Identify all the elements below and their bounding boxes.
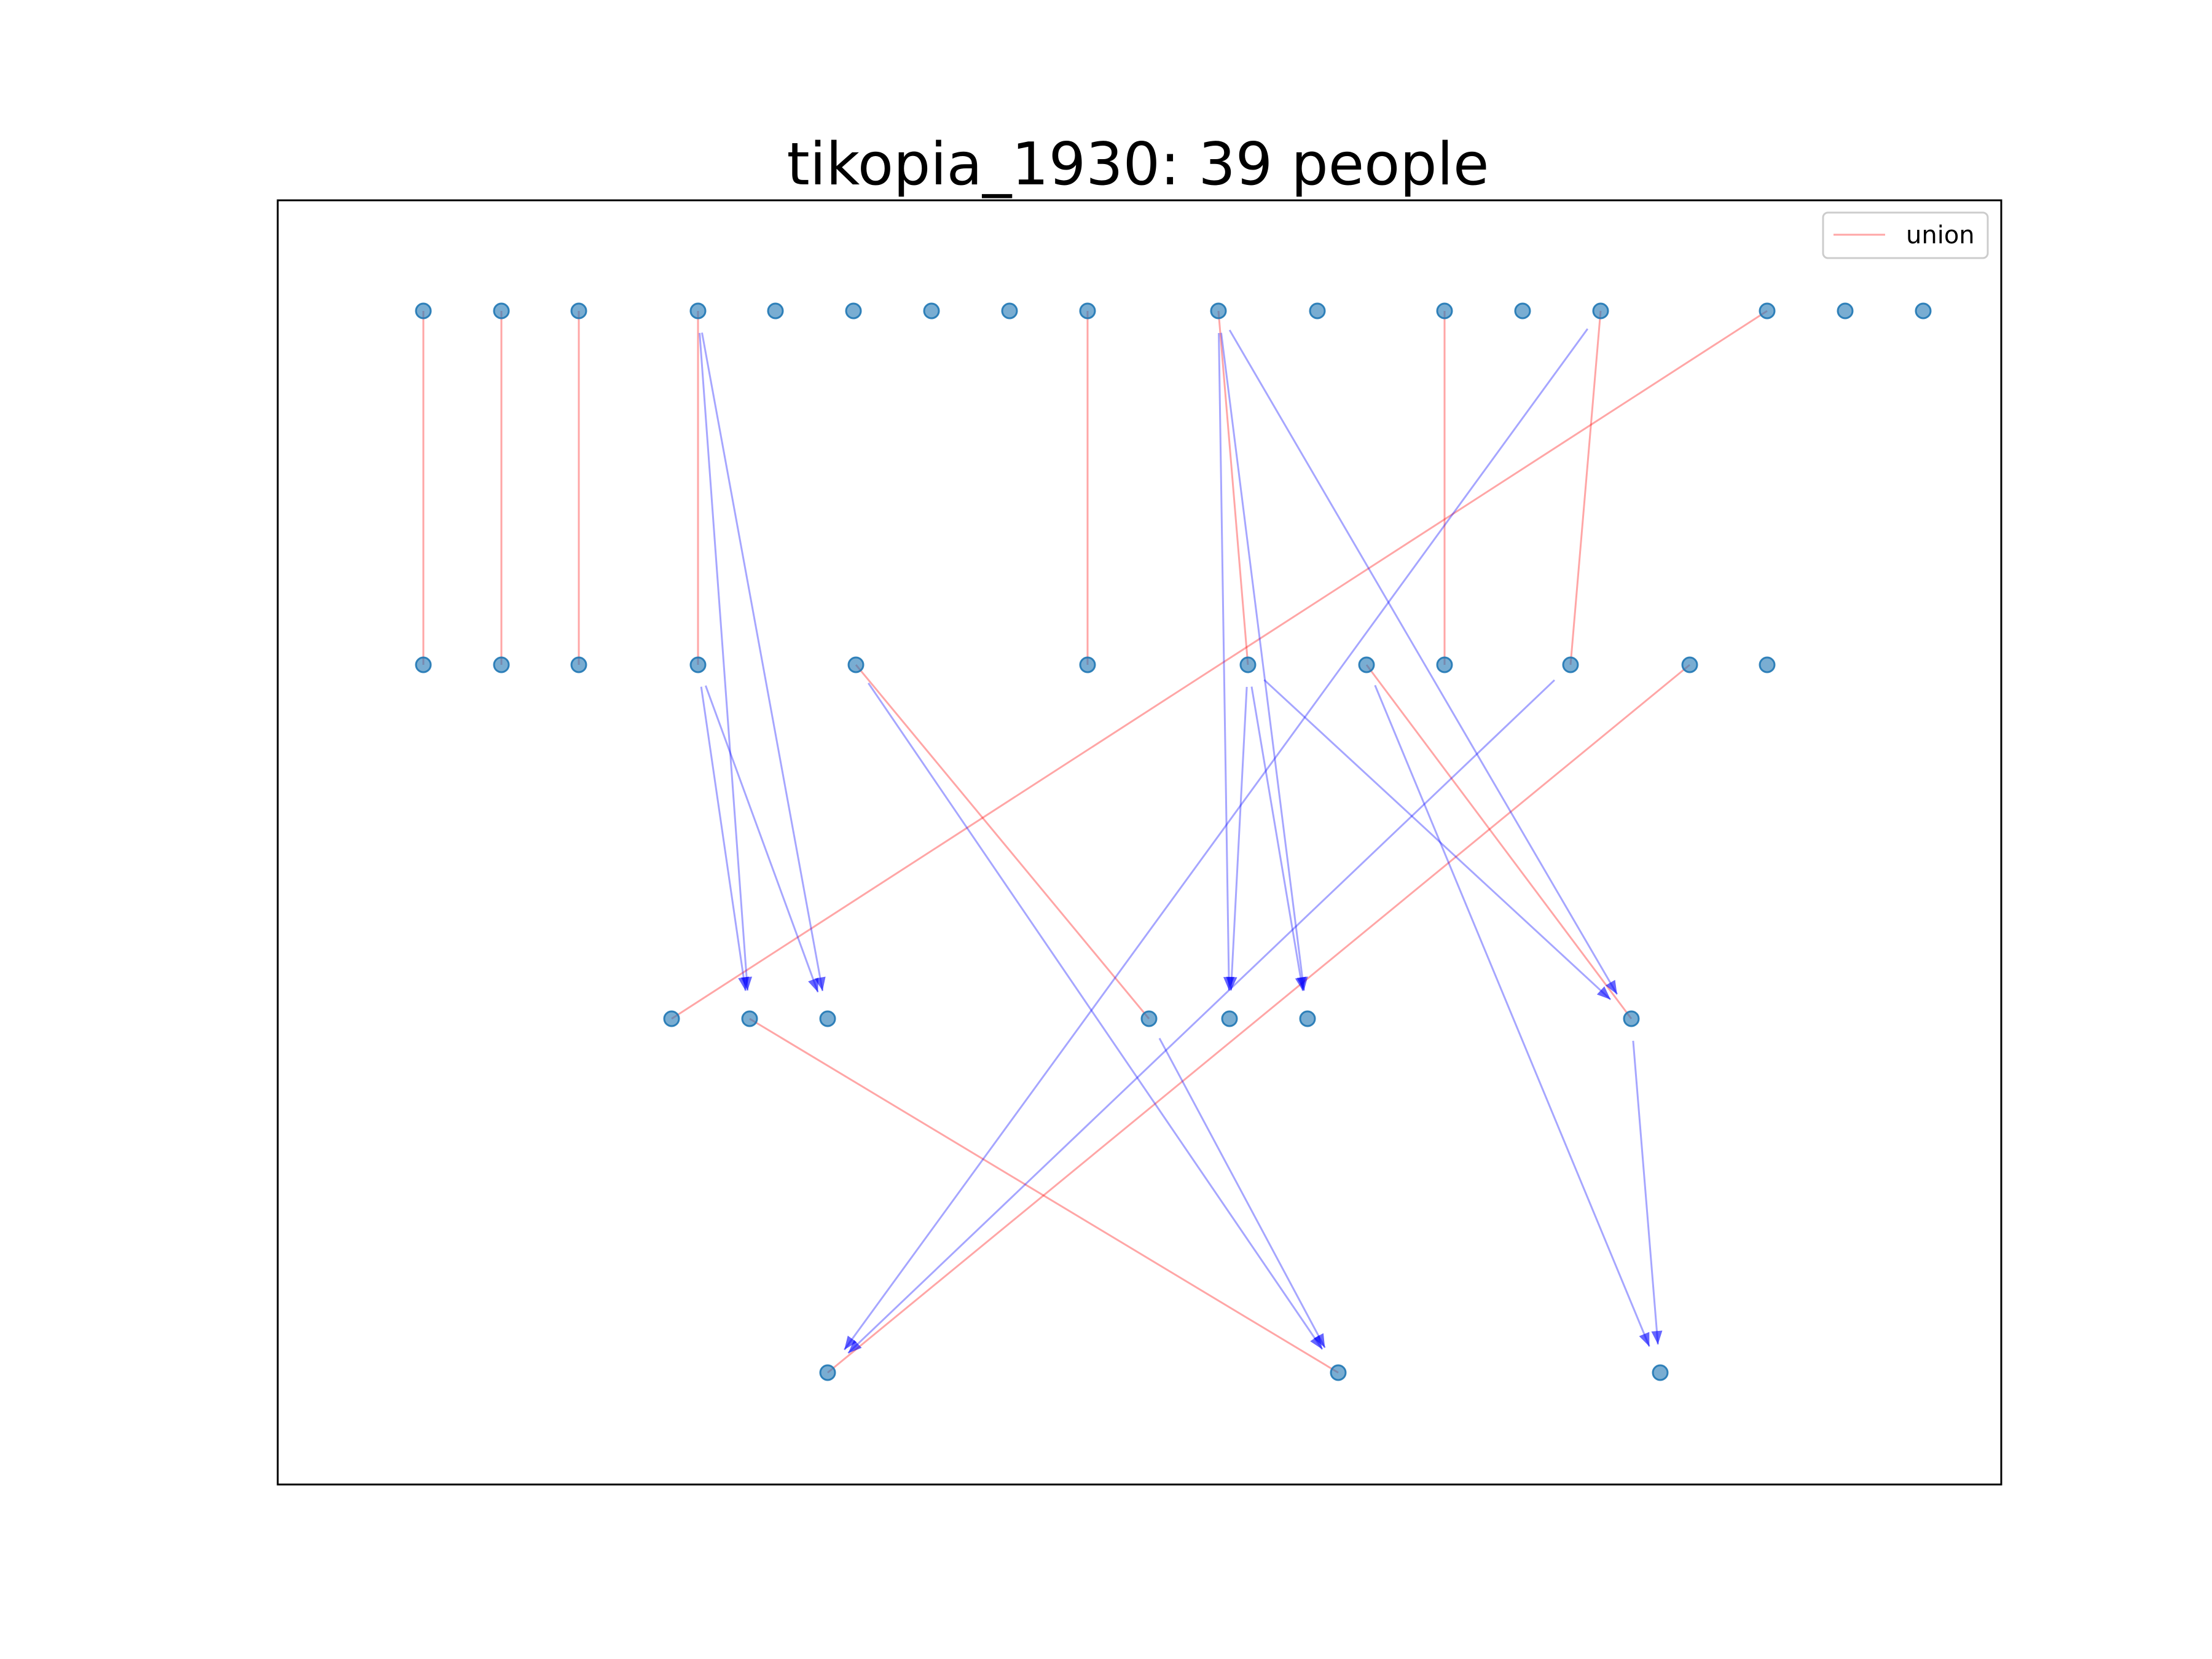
person-node: [1915, 302, 1932, 320]
person-node: [1514, 302, 1531, 320]
parent-child-edge: [699, 332, 749, 991]
person-node: [1309, 302, 1326, 320]
person-node: [663, 1010, 680, 1027]
parent-child-edge: [1374, 684, 1650, 1347]
parent-child-edge: [1250, 686, 1304, 991]
parent-arrow-head: [1639, 1332, 1650, 1347]
parent-arrow-head: [1310, 1335, 1323, 1349]
parent-child-edge: [868, 682, 1324, 1350]
person-node: [847, 656, 865, 673]
person-node: [1210, 302, 1227, 320]
union-edge: [1217, 310, 1249, 665]
parent-child-edge: [701, 332, 824, 992]
union-edge: [671, 310, 1768, 1020]
person-node: [767, 302, 784, 320]
person-node: [1001, 302, 1018, 320]
person-node: [819, 1364, 836, 1381]
union-edge: [827, 664, 1690, 1374]
person-node: [1562, 656, 1579, 673]
legend-union-label: union: [1906, 221, 1975, 249]
parent-arrow-head: [1651, 1330, 1663, 1345]
person-node: [689, 302, 707, 320]
parent-arrow-head: [808, 978, 819, 992]
parent-arrow-head: [1295, 976, 1306, 991]
parent-child-edge: [843, 328, 1589, 1351]
person-node: [1436, 656, 1453, 673]
edges-layer: [422, 310, 1768, 1374]
person-node: [845, 302, 862, 320]
union-edge: [749, 1018, 1339, 1374]
person-node: [1592, 302, 1609, 320]
nodes-layer: [415, 302, 1932, 1381]
person-node: [1681, 656, 1698, 673]
person-node: [415, 302, 432, 320]
parent-child-edge: [847, 679, 1555, 1354]
person-node: [1652, 1364, 1669, 1381]
person-node: [1140, 1010, 1158, 1027]
chart-title: tikopia_1930: 39 people: [787, 131, 1489, 198]
parent-child-edge: [1218, 332, 1230, 991]
parent-child-edge: [704, 685, 819, 993]
parent-arrow-head: [1226, 976, 1237, 991]
parent-child-edge: [1158, 1038, 1326, 1349]
person-node: [923, 302, 940, 320]
legend-box: [1822, 211, 1989, 259]
person-node: [493, 656, 510, 673]
person-node: [1239, 656, 1257, 673]
person-node: [415, 656, 432, 673]
parent-child-edge: [700, 686, 747, 991]
parent-child-edge: [1220, 332, 1305, 991]
person-node: [1623, 1010, 1640, 1027]
person-node: [1079, 656, 1096, 673]
person-node: [689, 656, 707, 673]
parent-child-edge: [1263, 679, 1612, 1000]
parent-arrow-head: [1605, 979, 1617, 995]
person-node: [1837, 302, 1854, 320]
person-node: [819, 1010, 836, 1027]
parent-arrow-head: [1596, 986, 1611, 1000]
person-node: [1079, 302, 1096, 320]
person-node: [493, 302, 510, 320]
person-node: [570, 302, 587, 320]
union-edge: [1569, 310, 1602, 665]
union-edge: [1365, 664, 1633, 1019]
person-node: [1436, 302, 1453, 320]
person-node: [1221, 1010, 1238, 1027]
parent-arrow-head: [844, 1335, 857, 1350]
parent-child-edge: [1230, 686, 1248, 991]
person-node: [1358, 656, 1375, 673]
person-node: [570, 656, 587, 673]
person-node: [1759, 656, 1776, 673]
legend: union: [1822, 211, 1989, 259]
parent-child-edge: [1228, 329, 1618, 995]
parent-child-edge: [1632, 1040, 1659, 1345]
person-node: [741, 1010, 758, 1027]
person-node: [1330, 1364, 1347, 1381]
person-node: [1299, 1010, 1316, 1027]
union-edge: [855, 664, 1150, 1019]
plot-frame: [276, 199, 2002, 1486]
parent-arrow-head: [848, 1339, 862, 1354]
person-node: [1759, 302, 1776, 320]
parent-arrow-head: [738, 976, 750, 991]
